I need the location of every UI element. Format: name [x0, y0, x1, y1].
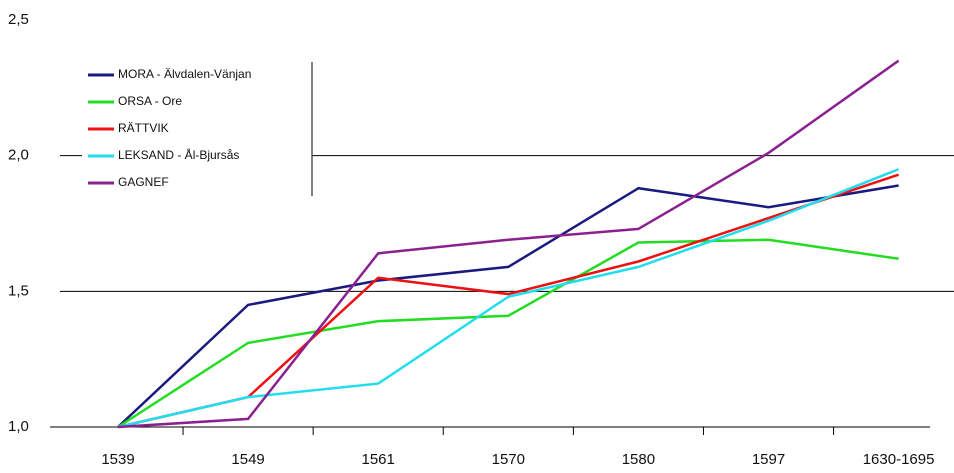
- y-tick-label: 1,5: [8, 282, 29, 299]
- series-line: [117, 173, 899, 429]
- legend-label: MORA - Älvdalen-Vänjan: [118, 67, 251, 81]
- x-tick-label: 1539: [101, 451, 134, 468]
- x-tick-label: 1570: [492, 451, 525, 468]
- series-line: [117, 238, 899, 429]
- series-line: [117, 59, 900, 429]
- legend-label: ORSA - Ore: [118, 94, 182, 108]
- x-tick-label: 1630-1695: [863, 451, 935, 468]
- legend-label: RÄTTVIK: [118, 121, 169, 135]
- series-line: [117, 168, 900, 429]
- y-tick-label: 2,5: [8, 11, 29, 28]
- x-tick-label: 1549: [231, 451, 264, 468]
- y-tick-label: 1,0: [8, 418, 29, 435]
- x-tick-label: 1561: [362, 451, 395, 468]
- legend-label: GAGNEF: [118, 175, 169, 189]
- y-tick-label: 2,0: [8, 147, 29, 164]
- series-line: [117, 184, 899, 428]
- x-tick-label: 1580: [622, 451, 655, 468]
- x-tick-label: 1597: [752, 451, 785, 468]
- legend-box: [82, 62, 312, 196]
- legend-label: LEKSAND - Ål-Bjursås: [118, 147, 239, 162]
